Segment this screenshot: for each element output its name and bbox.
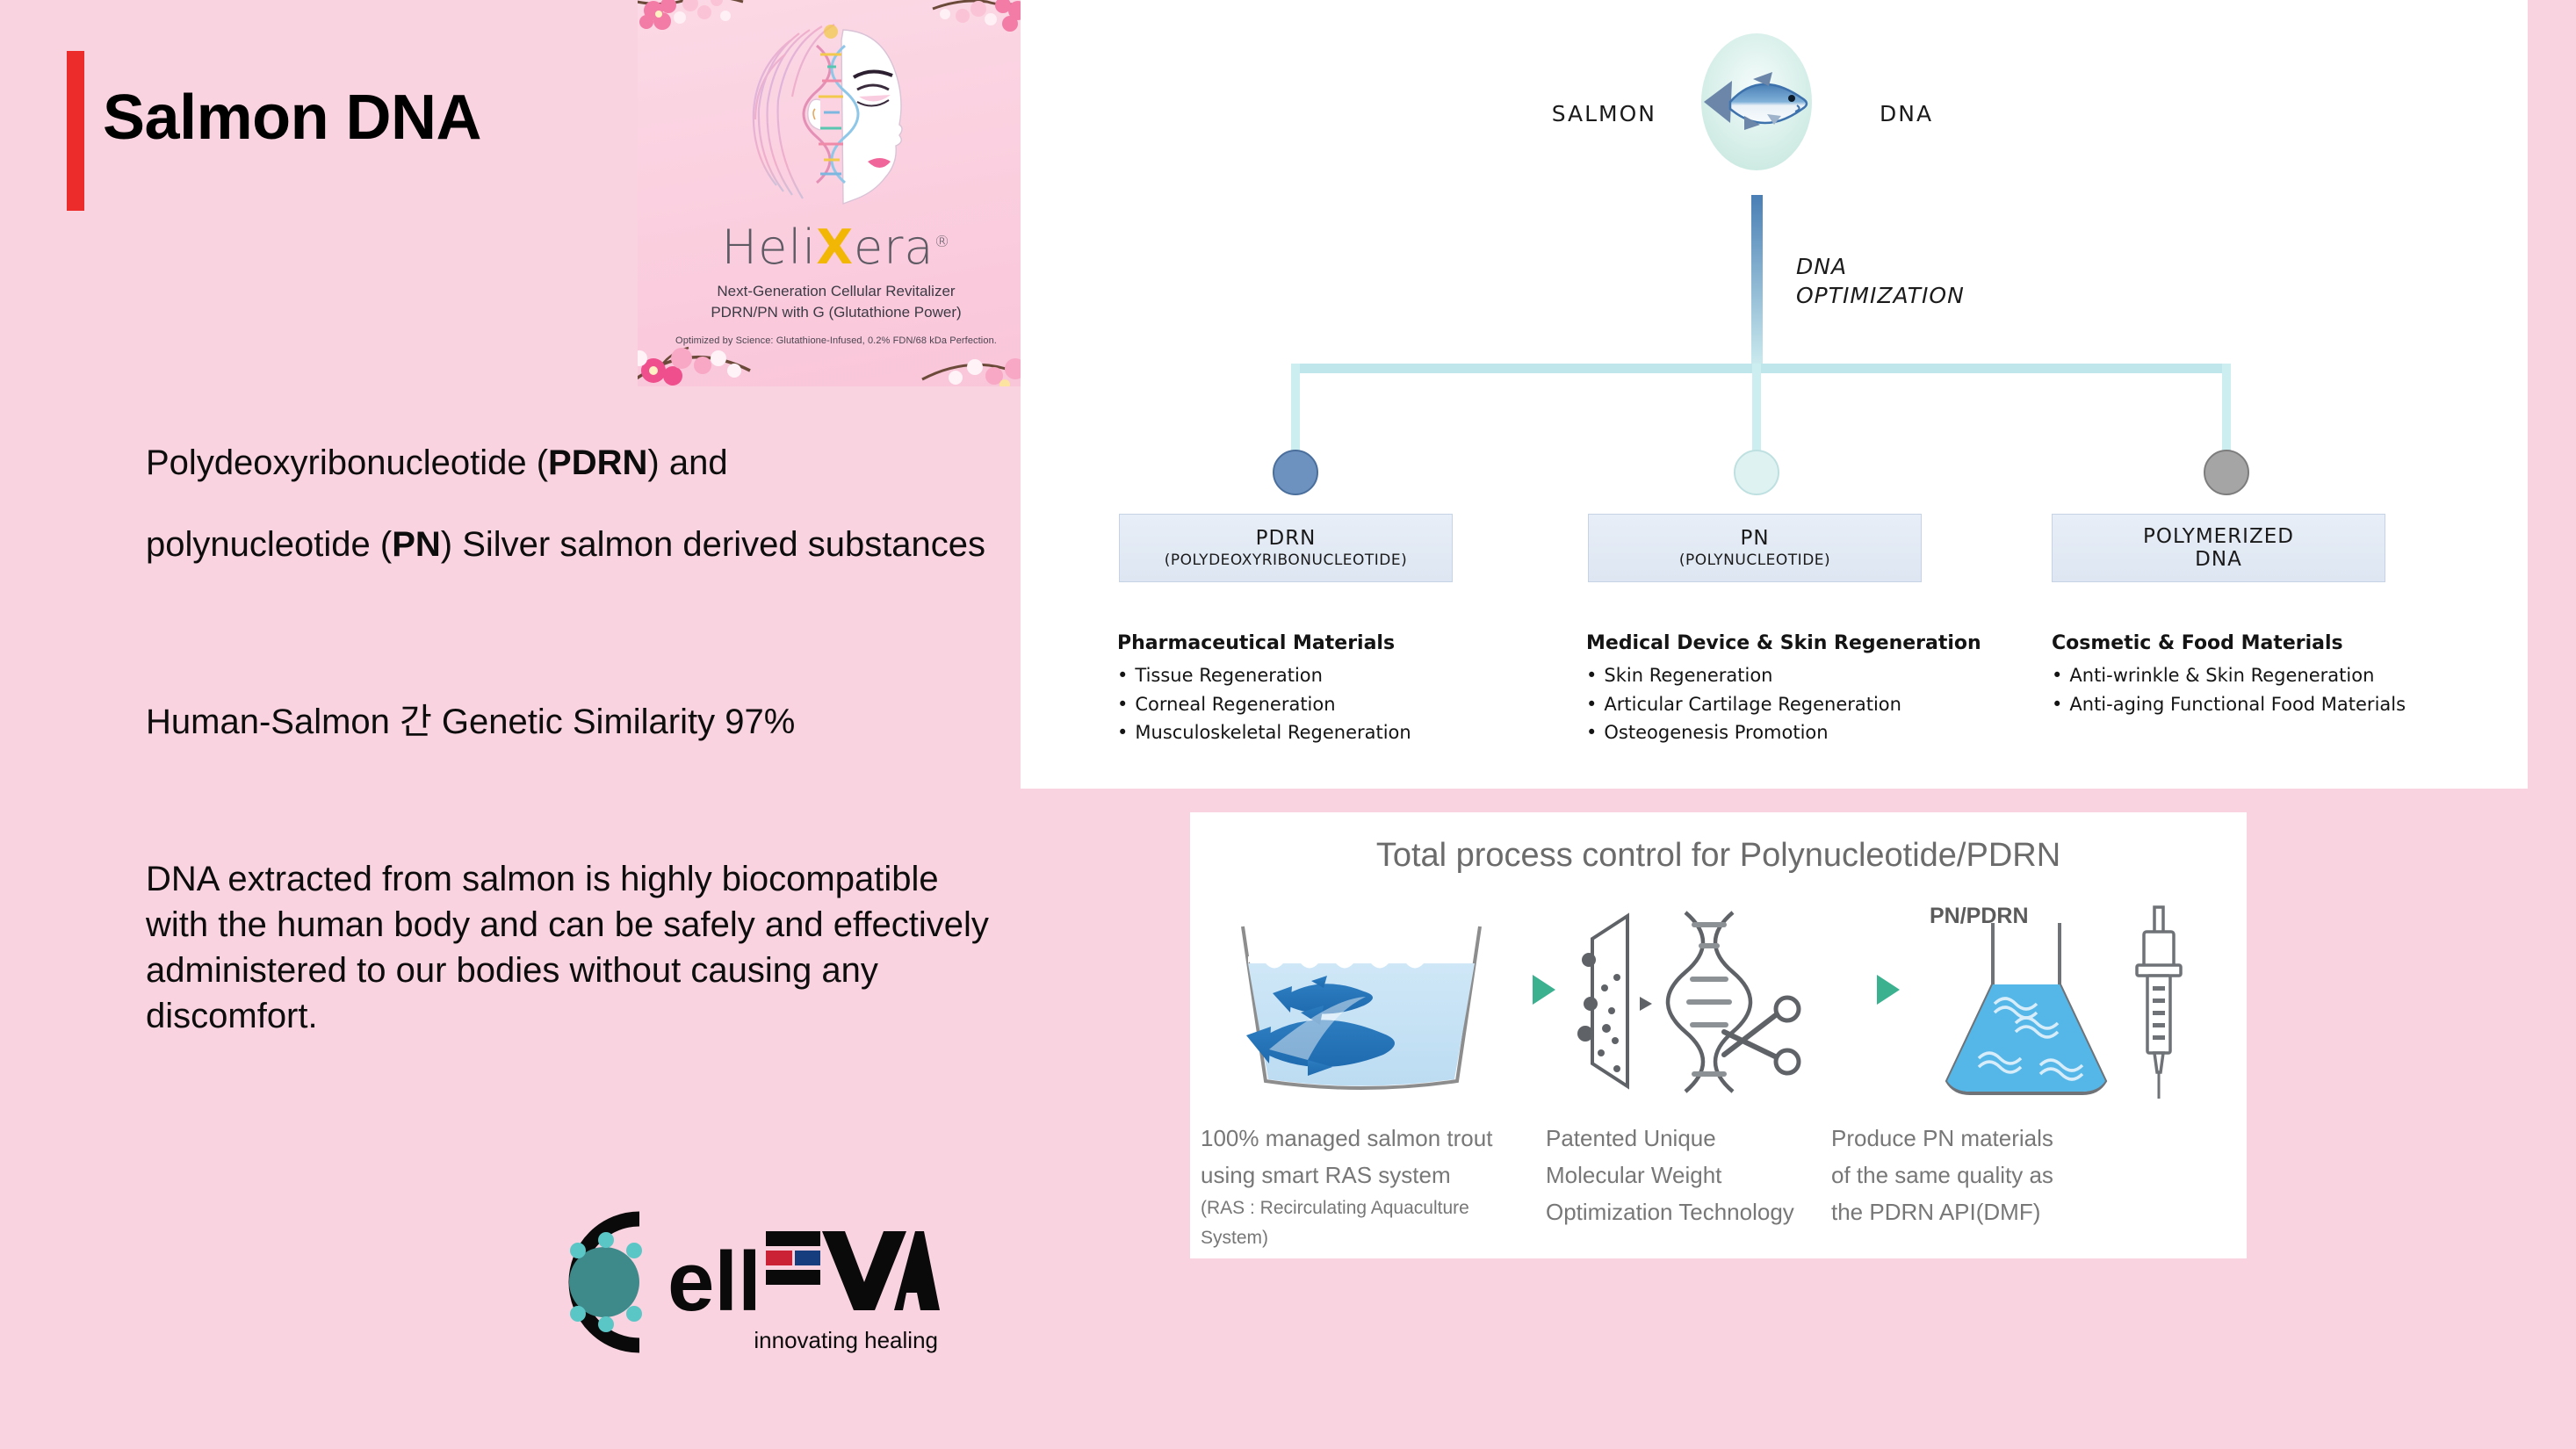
cherry-blossom-icon [638, 346, 751, 386]
celleva-logo-graphic: ell [568, 1211, 940, 1353]
diagram-branch-connector-1 [1291, 364, 1300, 465]
process-caption-1: 100% managed salmon trout using smart RA… [1201, 1120, 1517, 1253]
diagram-box-pdrn-title: PDRN [1255, 527, 1317, 550]
diagram-branch-connector-3 [2222, 364, 2231, 465]
diagram-box-pn: PN (POLYNUCLEOTIDE) [1588, 514, 1922, 582]
diagram-list-polymerized-dna: Cosmetic & Food Materials Anti-wrinkle &… [2052, 632, 2406, 718]
list-item: Osteogenesis Promotion [1586, 718, 1981, 747]
para1-pdrn-bold: PDRN [548, 443, 648, 482]
diagram-trunk-connector [1751, 195, 1763, 371]
process-caption-1-line-2: using smart RAS system [1201, 1162, 1451, 1189]
para1-line2-suffix: ) Silver salmon derived substances [440, 525, 986, 565]
paragraph-biocompatibility: DNA extracted from salmon is highly bioc… [146, 860, 989, 1035]
title-accent-bar [67, 51, 84, 211]
process-caption-3-line-3: the PDRN API(DMF) [1831, 1199, 2041, 1226]
diagram-box-pdrn: PDRN (POLYDEOXYRIBONUCLEOTIDE) [1119, 514, 1453, 582]
diagram-node-pdrn [1273, 450, 1318, 495]
process-caption-1-line-3: (RAS : Recirculating Aquaculture System) [1201, 1198, 1469, 1249]
diagram-list-pdrn: Pharmaceutical Materials Tissue Regenera… [1117, 632, 1411, 747]
list-item: Anti-aging Functional Food Materials [2052, 690, 2406, 719]
para1-line2-prefix: polynucleotide ( [146, 525, 393, 565]
dna-filter-scissors-icon [1577, 911, 1801, 1093]
helixera-wordmark-prefix: Heli [721, 220, 817, 275]
page-title: Salmon DNA [103, 83, 482, 153]
cell-nucleus-icon [569, 1247, 639, 1317]
helixera-product-card: HeliXera® Next-Generation Cellular Revit… [638, 0, 1035, 386]
process-control-panel: Total process control for Polynucleotide… [1190, 812, 2247, 1258]
dna-woman-face-icon [752, 24, 903, 205]
diagram-list-pn: Medical Device & Skin Regeneration Skin … [1586, 632, 1981, 747]
paragraph-pdrn-pn: Polydeoxyribonucleotide (PDRN) and polyn… [146, 439, 1007, 569]
process-arrow-icon [1877, 975, 1900, 1005]
flask-pn-pdrn-label: PN/PDRN [1930, 904, 2029, 928]
diagram-box-pn-subtitle: (POLYNUCLEOTIDE) [1678, 551, 1831, 569]
helixera-wordmark-suffix: era [853, 220, 934, 275]
para1-line1-prefix: Polydeoxyribonucleotide ( [146, 443, 549, 482]
process-caption-1-line-1: 100% managed salmon trout [1201, 1125, 1493, 1151]
svg-text:ell: ell [667, 1235, 761, 1329]
diagram-node-polymerized-dna [2204, 450, 2249, 495]
paragraph-genetic-similarity: Human-Salmon 간 Genetic Similarity 97% [146, 703, 796, 741]
para1-line1-suffix: ) and [647, 443, 728, 482]
diagram-optimization-line-2: OPTIMIZATION [1796, 282, 1965, 308]
diagram-dna-label: DNA [1880, 101, 1934, 126]
diagram-list-polymerized-heading: Cosmetic & Food Materials [2052, 632, 2343, 654]
process-arrow-icon [1533, 975, 1555, 1005]
celleva-tagline: innovating healing [754, 1327, 938, 1353]
salmon-in-cell-icon [1701, 33, 1812, 170]
diagram-box-pn-title: PN [1740, 527, 1770, 550]
process-caption-2-line-3: Optimization Technology [1546, 1199, 1794, 1226]
process-panel-title: Total process control for Polynucleotide… [1375, 837, 2061, 874]
diagram-list-pdrn-heading: Pharmaceutical Materials [1117, 632, 1396, 654]
list-item: Tissue Regeneration [1117, 661, 1411, 690]
helixera-fine-print: Optimized by Science: Glutathione-Infuse… [675, 335, 997, 346]
process-caption-3-line-2: of the same quality as [1831, 1162, 2053, 1189]
process-caption-2-line-1: Patented Unique [1546, 1125, 1716, 1151]
diagram-list-pn-heading: Medical Device & Skin Regeneration [1586, 632, 1981, 654]
list-item: Musculoskeletal Regeneration [1117, 718, 1411, 747]
diagram-box-pdrn-subtitle: (POLYDEOXYRIBONUCLEOTIDE) [1164, 551, 1408, 569]
process-caption-3: Produce PN materials of the same quality… [1831, 1120, 2112, 1230]
diagram-box-polymerized-title: POLYMERIZED [2143, 525, 2294, 548]
diagram-node-pn [1734, 450, 1779, 495]
para1-pn-bold: PN [392, 525, 441, 565]
helixera-subtitle-2: PDRN/PN with G (Glutathione Power) [711, 304, 962, 321]
helixera-subtitle-1: Next-Generation Cellular Revitalizer [717, 283, 956, 299]
process-caption-2-line-2: Molecular Weight [1546, 1162, 1722, 1189]
diagram-box-polymerized-dna: POLYMERIZED DNA [2052, 514, 2385, 582]
helixera-wordmark: HeliXera® [638, 220, 1035, 275]
fish-tank-icon [1241, 926, 1482, 1090]
diagram-optimization-label: DNA OPTIMIZATION [1796, 253, 1965, 310]
helixera-wordmark-x: X [816, 220, 854, 275]
flask-syringe-icon [1945, 905, 2183, 1099]
cherry-blossom-icon [638, 0, 744, 30]
diagram-box-polymerized-subtitle: DNA [2195, 548, 2242, 571]
process-caption-2: Patented Unique Molecular Weight Optimiz… [1546, 1120, 1836, 1230]
registered-trademark-icon: ® [934, 233, 951, 251]
cherry-blossom-icon [932, 0, 1035, 32]
list-item: Articular Cartilage Regeneration [1586, 690, 1981, 719]
diagram-horizontal-connector [1291, 364, 2231, 373]
diagram-branch-connector-2 [1752, 364, 1761, 465]
diagram-salmon-label: SALMON [1551, 101, 1656, 126]
list-item: Skin Regeneration [1586, 661, 1981, 690]
celleva-logo: ell innovating healing [527, 1194, 940, 1370]
list-item: Anti-wrinkle & Skin Regeneration [2052, 661, 2406, 690]
process-caption-3-line-1: Produce PN materials [1831, 1125, 2053, 1151]
diagram-optimization-line-1: DNA [1796, 254, 1848, 279]
list-item: Corneal Regeneration [1117, 690, 1411, 719]
